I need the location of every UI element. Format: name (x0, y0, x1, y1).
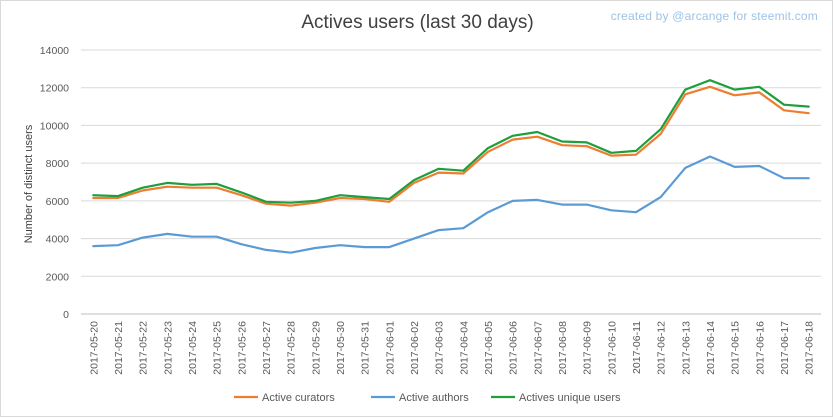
x-tick-label: 2017-05-22 (138, 321, 150, 375)
x-tick-label: 2017-06-09 (582, 321, 594, 375)
x-tick-label: 2017-06-16 (754, 321, 766, 375)
x-tick-label: 2017-05-26 (236, 321, 248, 375)
x-tick-label: 2017-06-02 (409, 321, 421, 375)
x-tick-label: 2017-05-30 (335, 321, 347, 375)
x-tick-label: 2017-06-14 (705, 321, 717, 375)
x-tick-label: 2017-05-24 (187, 321, 199, 375)
x-tick-label: 2017-06-03 (434, 321, 446, 375)
x-tick-label: 2017-06-11 (631, 321, 643, 374)
legend-label: Actives unique users (519, 392, 621, 404)
x-tick-label: 2017-05-27 (261, 321, 273, 375)
y-axis-title: Number of distinct users (23, 124, 35, 243)
x-tick-label: 2017-06-10 (606, 321, 618, 375)
y-tick-label: 8000 (46, 158, 70, 170)
x-tick-label: 2017-06-18 (804, 321, 816, 375)
x-tick-label: 2017-05-20 (88, 321, 100, 375)
x-tick-label: 2017-06-15 (730, 321, 742, 375)
credit-text: created by @arcange for steemit.com (610, 9, 818, 23)
x-tick-label: 2017-06-07 (532, 321, 544, 375)
x-tick-label: 2017-06-17 (779, 321, 791, 375)
chart-title: Actives users (last 30 days) (301, 12, 534, 33)
y-tick-label: 0 (63, 309, 69, 321)
x-tick-label: 2017-06-08 (557, 321, 569, 375)
x-tick-label: 2017-06-05 (483, 321, 495, 375)
y-tick-label: 10000 (40, 120, 69, 132)
x-tick-label: 2017-06-12 (656, 321, 668, 375)
x-tick-label: 2017-06-04 (458, 321, 470, 375)
x-tick-label: 2017-06-06 (508, 321, 520, 375)
x-tick-label: 2017-05-29 (310, 321, 322, 375)
series-line (92, 85, 810, 207)
x-tick-label: 2017-06-13 (680, 321, 692, 375)
x-tick-label: 2017-05-25 (212, 321, 224, 375)
y-tick-label: 4000 (46, 234, 70, 246)
legend-label: Active curators (262, 392, 335, 404)
x-tick-label: 2017-05-31 (360, 321, 372, 375)
x-tick-label: 2017-05-23 (162, 321, 174, 375)
x-tick-label: 2017-05-28 (286, 321, 298, 375)
y-tick-label: 6000 (46, 196, 70, 208)
x-tick-label: 2017-05-21 (113, 321, 125, 375)
y-tick-label: 12000 (40, 83, 69, 95)
series-line (92, 155, 810, 254)
series-line (92, 79, 810, 204)
y-tick-label: 14000 (40, 45, 69, 57)
legend-label: Active authors (399, 392, 469, 404)
y-tick-label: 2000 (46, 271, 70, 283)
x-tick-label: 2017-06-01 (384, 321, 396, 375)
